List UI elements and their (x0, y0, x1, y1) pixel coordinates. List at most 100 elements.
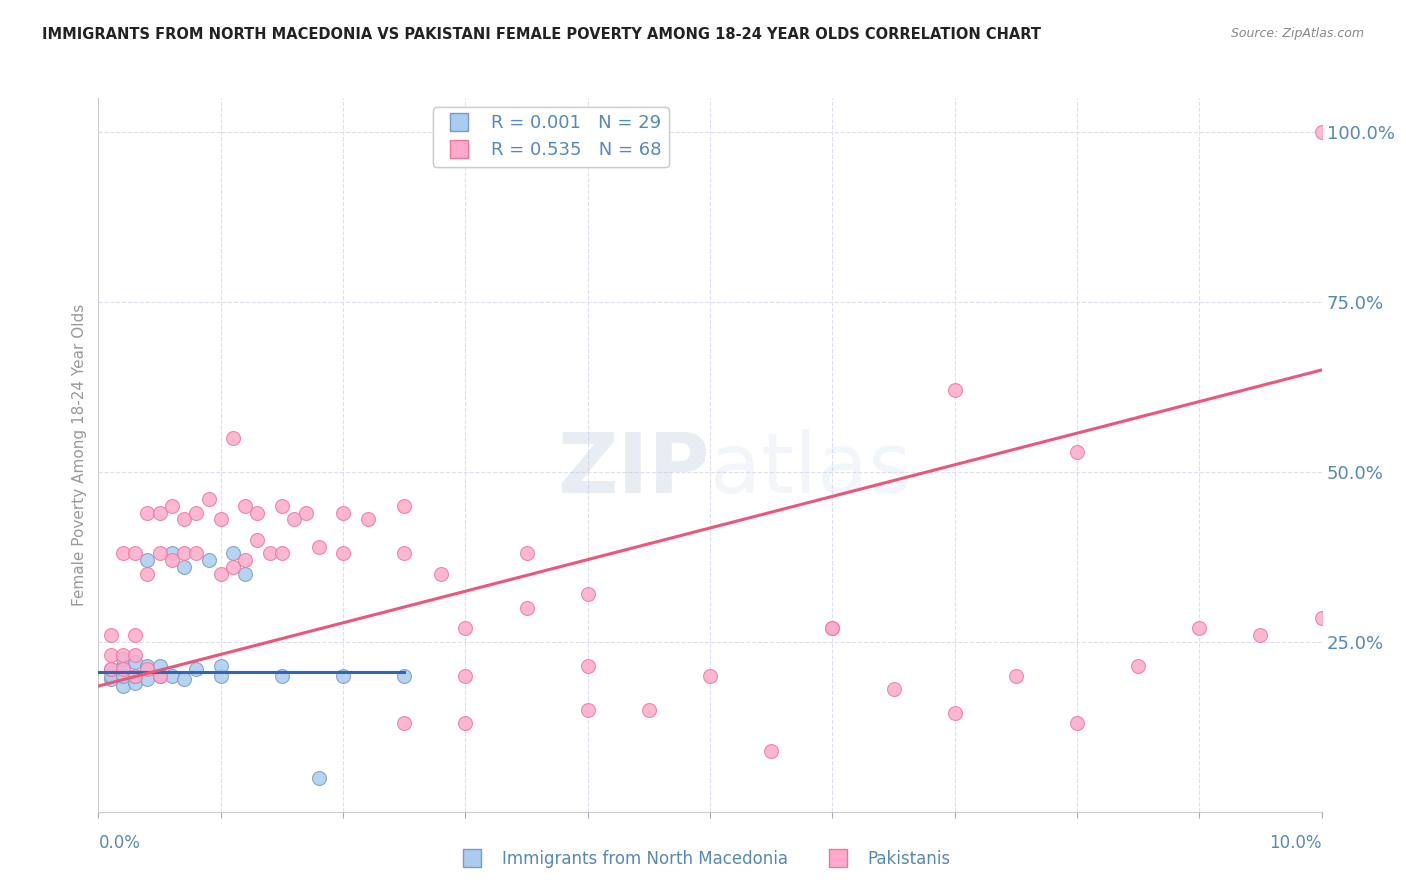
Point (209, 566, 232, 581)
Text: atlas: atlas (710, 429, 911, 509)
Point (516, 546, 538, 560)
Point (308, 540, 330, 554)
Point (356, 512, 378, 526)
Text: 0.0%: 0.0% (98, 834, 141, 852)
Point (209, 658, 232, 673)
Point (173, 560, 195, 574)
Point (149, 669, 172, 683)
Point (136, 506, 159, 520)
Point (1066, 444, 1088, 458)
Point (111, 662, 134, 676)
Point (637, 703, 661, 717)
Point (259, 546, 281, 560)
Point (149, 669, 172, 683)
Point (160, 546, 183, 560)
Point (222, 431, 245, 445)
Point (124, 669, 146, 683)
Point (332, 506, 354, 520)
Point (454, 621, 477, 635)
Point (100, 648, 122, 663)
Point (883, 682, 905, 697)
Point (100, 672, 122, 686)
Point (186, 546, 208, 560)
Point (149, 506, 172, 520)
Point (454, 716, 477, 731)
Point (821, 621, 844, 635)
Point (1249, 628, 1271, 642)
Point (222, 546, 245, 560)
Point (186, 506, 208, 520)
Point (246, 506, 269, 520)
Point (124, 648, 146, 663)
Point (699, 669, 721, 683)
Point (576, 587, 599, 601)
Point (270, 669, 292, 683)
Point (246, 533, 269, 547)
Point (759, 743, 782, 757)
Legend: R = 0.001   N = 29, R = 0.535   N = 68: R = 0.001 N = 29, R = 0.535 N = 68 (433, 107, 669, 167)
Point (111, 546, 134, 560)
Point (233, 499, 256, 513)
Point (124, 628, 146, 642)
Point (136, 658, 159, 673)
Point (136, 672, 159, 686)
Point (111, 669, 134, 683)
Y-axis label: Female Poverty Among 18-24 Year Olds: Female Poverty Among 18-24 Year Olds (72, 304, 87, 606)
Point (160, 499, 183, 513)
Point (136, 662, 159, 676)
Point (1066, 716, 1088, 731)
Point (332, 669, 354, 683)
Point (392, 546, 416, 560)
Point (1004, 669, 1026, 683)
Point (392, 499, 416, 513)
Point (209, 669, 232, 683)
Point (270, 499, 292, 513)
Point (943, 384, 966, 398)
Point (454, 669, 477, 683)
Point (173, 512, 195, 526)
Point (222, 560, 245, 574)
Point (124, 669, 146, 683)
Point (576, 703, 599, 717)
Point (308, 771, 330, 785)
Point (186, 662, 208, 676)
Point (197, 492, 219, 507)
Text: Source: ZipAtlas.com: Source: ZipAtlas.com (1230, 27, 1364, 40)
Point (173, 672, 195, 686)
Point (111, 658, 134, 673)
Point (111, 648, 134, 663)
Point (136, 553, 159, 567)
Point (943, 706, 966, 721)
Point (1188, 621, 1211, 635)
Point (270, 546, 292, 560)
Point (111, 679, 134, 693)
Point (124, 655, 146, 669)
Point (576, 658, 599, 673)
Point (124, 675, 146, 690)
Text: IMMIGRANTS FROM NORTH MACEDONIA VS PAKISTANI FEMALE POVERTY AMONG 18-24 YEAR OLD: IMMIGRANTS FROM NORTH MACEDONIA VS PAKIS… (42, 27, 1042, 42)
Point (430, 566, 453, 581)
Point (233, 553, 256, 567)
Point (100, 662, 122, 676)
Point (100, 669, 122, 683)
Point (160, 669, 183, 683)
Point (100, 628, 122, 642)
Point (1128, 658, 1150, 673)
Point (392, 669, 416, 683)
Point (392, 716, 416, 731)
Point (516, 600, 538, 615)
Point (173, 546, 195, 560)
Text: 10.0%: 10.0% (1270, 834, 1322, 852)
Point (295, 506, 318, 520)
Point (111, 652, 134, 666)
Point (209, 512, 232, 526)
Point (149, 546, 172, 560)
Point (197, 553, 219, 567)
Text: ZIP: ZIP (558, 429, 710, 509)
Point (136, 566, 159, 581)
Point (332, 546, 354, 560)
Point (283, 512, 305, 526)
Point (233, 566, 256, 581)
Point (160, 553, 183, 567)
Point (1310, 125, 1333, 139)
